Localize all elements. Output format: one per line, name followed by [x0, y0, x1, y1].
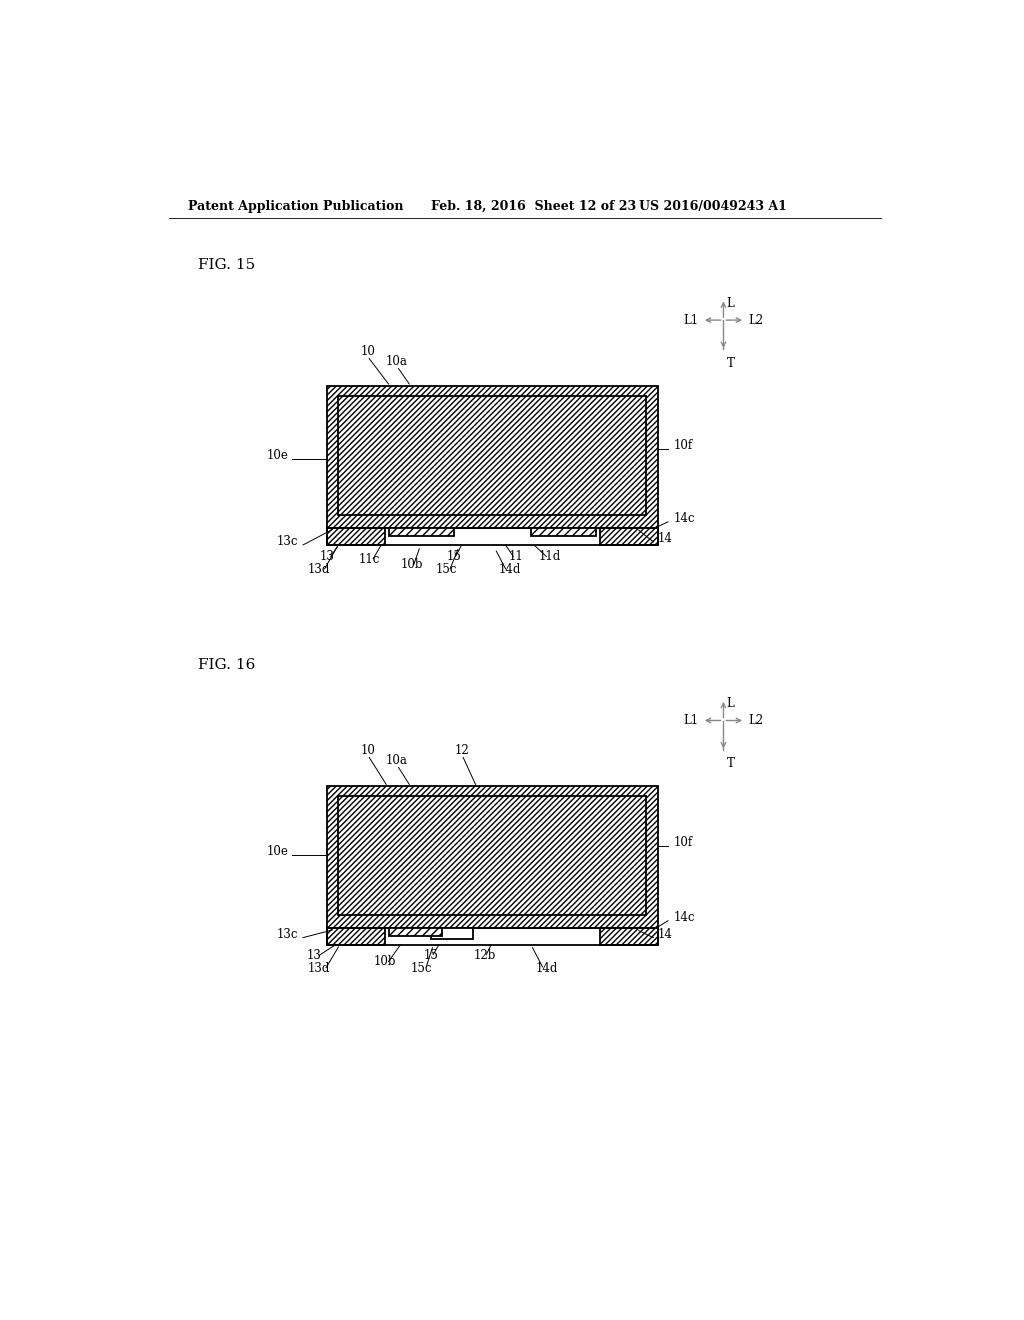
Text: 10b: 10b: [400, 558, 423, 572]
Text: 12b: 12b: [473, 949, 496, 962]
Text: T: T: [727, 358, 734, 370]
Text: US 2016/0049243 A1: US 2016/0049243 A1: [639, 199, 786, 213]
Text: 10f: 10f: [674, 440, 692, 453]
Text: FIG. 15: FIG. 15: [199, 257, 256, 272]
Bar: [327, 785, 658, 928]
Text: L1: L1: [684, 314, 698, 326]
Bar: [600, 928, 658, 945]
Text: 10b: 10b: [374, 956, 396, 969]
Text: 11d: 11d: [539, 550, 561, 564]
Text: 13d: 13d: [308, 961, 331, 974]
Bar: [339, 796, 646, 915]
Bar: [327, 928, 658, 945]
Text: 10e: 10e: [266, 449, 289, 462]
Text: T: T: [727, 758, 734, 771]
Text: 11: 11: [508, 550, 523, 564]
Text: L1: L1: [684, 714, 698, 727]
Text: 15: 15: [446, 550, 462, 564]
Text: 14d: 14d: [499, 562, 520, 576]
Text: 13: 13: [319, 550, 335, 564]
Text: 13: 13: [306, 949, 322, 962]
Text: L: L: [727, 297, 734, 310]
Text: 14d: 14d: [536, 961, 557, 974]
Bar: [327, 385, 658, 528]
Text: 10a: 10a: [385, 355, 408, 368]
Text: 10e: 10e: [266, 845, 289, 858]
Text: FIG. 16: FIG. 16: [199, 659, 256, 672]
Text: 10: 10: [360, 743, 375, 756]
Text: 11c: 11c: [358, 553, 380, 566]
Text: L2: L2: [749, 314, 763, 326]
Bar: [388, 928, 442, 936]
Bar: [531, 528, 596, 536]
Text: 14c: 14c: [674, 911, 695, 924]
Text: 12: 12: [455, 743, 469, 756]
Bar: [600, 528, 658, 545]
Text: Feb. 18, 2016  Sheet 12 of 23: Feb. 18, 2016 Sheet 12 of 23: [431, 199, 636, 213]
Bar: [339, 396, 646, 515]
Text: L: L: [727, 697, 734, 710]
Text: 10f: 10f: [674, 836, 692, 849]
Text: 15c: 15c: [411, 961, 432, 974]
Text: 14: 14: [658, 928, 673, 941]
Bar: [327, 528, 658, 545]
Text: 13c: 13c: [276, 535, 298, 548]
Bar: [327, 928, 385, 945]
Text: 14c: 14c: [674, 512, 695, 525]
Text: 13c: 13c: [276, 928, 298, 941]
Bar: [431, 928, 473, 940]
Text: 15: 15: [423, 949, 438, 962]
Text: Patent Application Publication: Patent Application Publication: [188, 199, 403, 213]
Text: 13d: 13d: [308, 562, 331, 576]
Bar: [388, 528, 454, 536]
Text: 10a: 10a: [385, 754, 408, 767]
Text: L2: L2: [749, 714, 763, 727]
Bar: [327, 528, 385, 545]
Text: 15c: 15c: [435, 562, 457, 576]
Text: 14: 14: [658, 532, 673, 545]
Text: 10: 10: [360, 345, 375, 358]
